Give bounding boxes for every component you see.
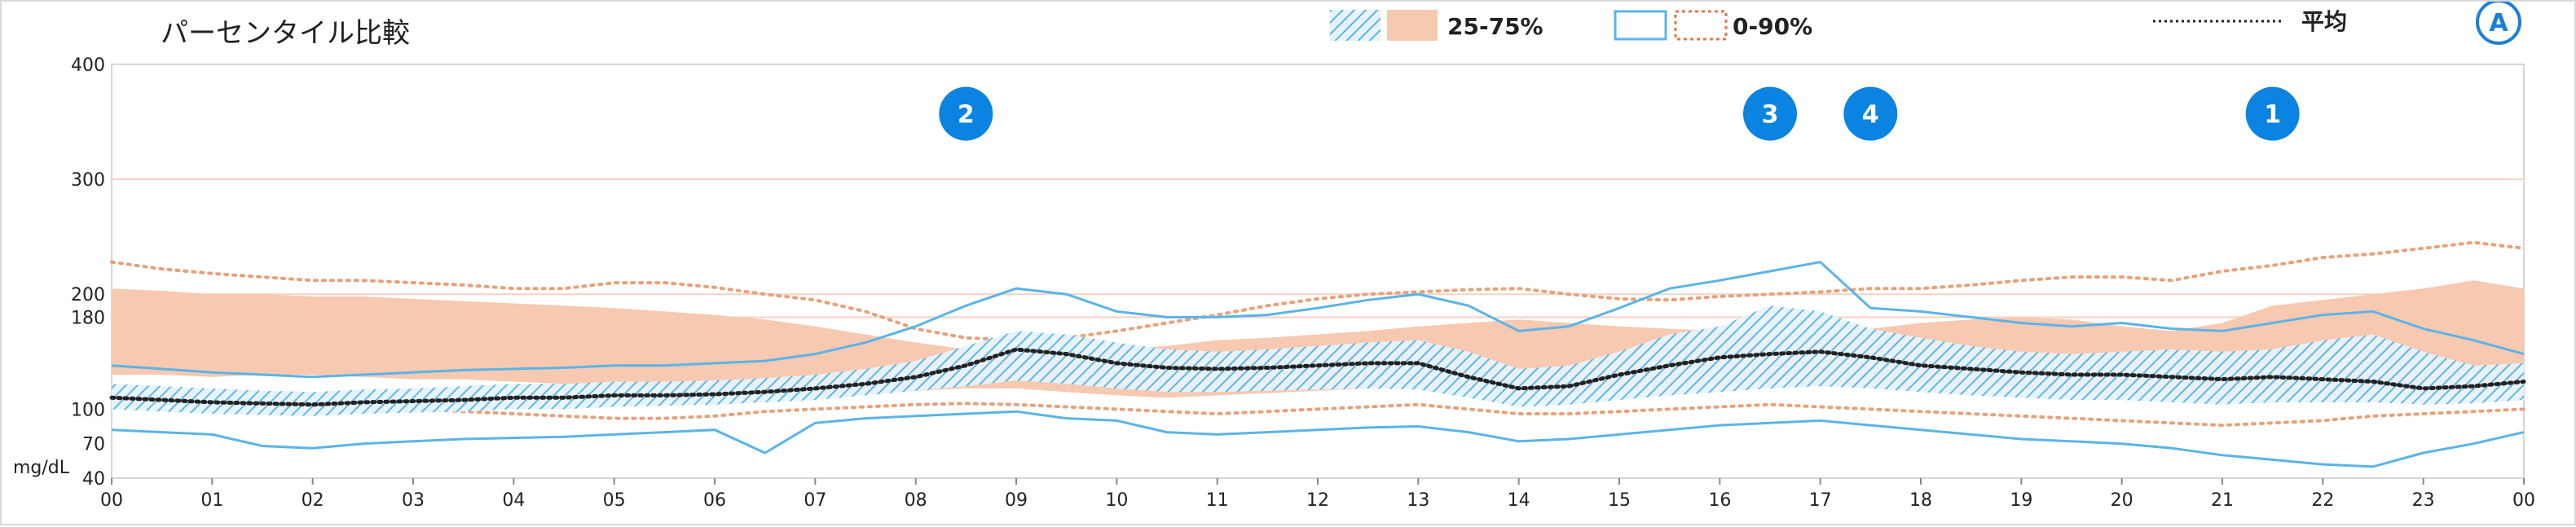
x-tick-label-17: 17: [1809, 490, 1832, 511]
x-tick-label-12: 12: [1306, 490, 1329, 511]
x-tick-label-3: 03: [402, 490, 425, 511]
event-marker-label-1: 1: [2264, 101, 2281, 130]
x-tick-label-16: 16: [1708, 490, 1731, 511]
x-tick-label-10: 10: [1105, 490, 1128, 511]
plot-area: [111, 64, 2525, 479]
grid-lines: [112, 178, 2524, 318]
event-marker-circle-1: [2245, 86, 2300, 141]
legend-iqr-label: 25-75%: [1447, 13, 1543, 40]
x-tick-label-8: 08: [905, 490, 927, 511]
x-tick-label-7: 07: [804, 490, 826, 511]
y-tick-label-40: 40: [82, 469, 105, 490]
event-marker-4[interactable]: 4: [1843, 86, 1898, 141]
corner-badge-circle: [2476, 2, 2521, 45]
event-marker-label-2: 2: [958, 101, 975, 130]
event-markers: 2 3 4 1: [939, 86, 2300, 141]
x-tick-label-24: 00: [2512, 490, 2535, 511]
x-tick-label-11: 11: [1206, 490, 1229, 511]
event-marker-circle-3: [1743, 86, 1797, 141]
x-tick-label-6: 06: [703, 490, 726, 511]
legend: 25-75% 0-90% 平均: [1330, 8, 2347, 41]
y-tick-label-300: 300: [71, 170, 105, 191]
legend-range-current-swatch: [1614, 10, 1667, 41]
x-tick-label-1: 01: [200, 490, 223, 511]
y-axis-label: mg/dL: [13, 458, 70, 478]
comparison-p0-line: [110, 396, 2525, 428]
x-tick-label-5: 05: [603, 490, 626, 511]
x-tick-label-22: 22: [2311, 490, 2334, 511]
legend-range-label: 0-90%: [1733, 13, 1812, 40]
event-marker-circle-4: [1843, 86, 1898, 141]
legend-iqr-current-swatch: [1330, 10, 1380, 41]
event-marker-label-3: 3: [1762, 101, 1779, 130]
event-marker-1[interactable]: 1: [2245, 86, 2300, 141]
y-tick-label-70: 70: [82, 435, 105, 455]
corner-badge-label: A: [2489, 9, 2508, 37]
event-marker-3[interactable]: 3: [1743, 86, 1797, 141]
x-tick-label-18: 18: [1909, 490, 1932, 511]
x-tick-label-0: 00: [100, 490, 123, 511]
current-p0-line: [111, 410, 2525, 468]
y-tick-label-100: 100: [71, 400, 105, 420]
x-tick-label-9: 09: [1005, 490, 1028, 511]
x-tick-label-20: 20: [2111, 490, 2133, 511]
legend-iqr-comparison-swatch: [1387, 10, 1438, 41]
x-tick-label-23: 23: [2412, 490, 2435, 511]
y-tick-label-200: 200: [71, 285, 105, 305]
comparison-p90-line: [110, 240, 2525, 342]
x-tick-label-13: 13: [1407, 490, 1429, 511]
legend-mean-label: 平均: [2301, 8, 2347, 35]
y-tick-label-180: 180: [71, 308, 105, 328]
chart-title: パーセンタイル比較: [161, 17, 410, 50]
legend-range-comparison-swatch: [1674, 10, 1728, 41]
x-tick-label-19: 19: [2010, 490, 2032, 511]
x-tick-label-21: 21: [2211, 490, 2234, 511]
event-marker-2[interactable]: 2: [939, 86, 993, 141]
x-tick-label-4: 04: [502, 490, 525, 511]
x-tick-label-14: 14: [1508, 490, 1530, 511]
corner-badge[interactable]: A: [2476, 2, 2521, 45]
event-marker-circle-2: [939, 86, 993, 141]
x-tick-label-15: 15: [1608, 490, 1631, 511]
mean-line: [109, 347, 2526, 407]
y-tick-label-400: 400: [71, 55, 105, 76]
event-marker-label-4: 4: [1862, 101, 1879, 130]
x-tick-label-2: 02: [302, 490, 324, 511]
current-p90-line: [111, 261, 2525, 379]
current-layer: [109, 261, 2526, 468]
current-iqr-band: [112, 305, 2524, 416]
